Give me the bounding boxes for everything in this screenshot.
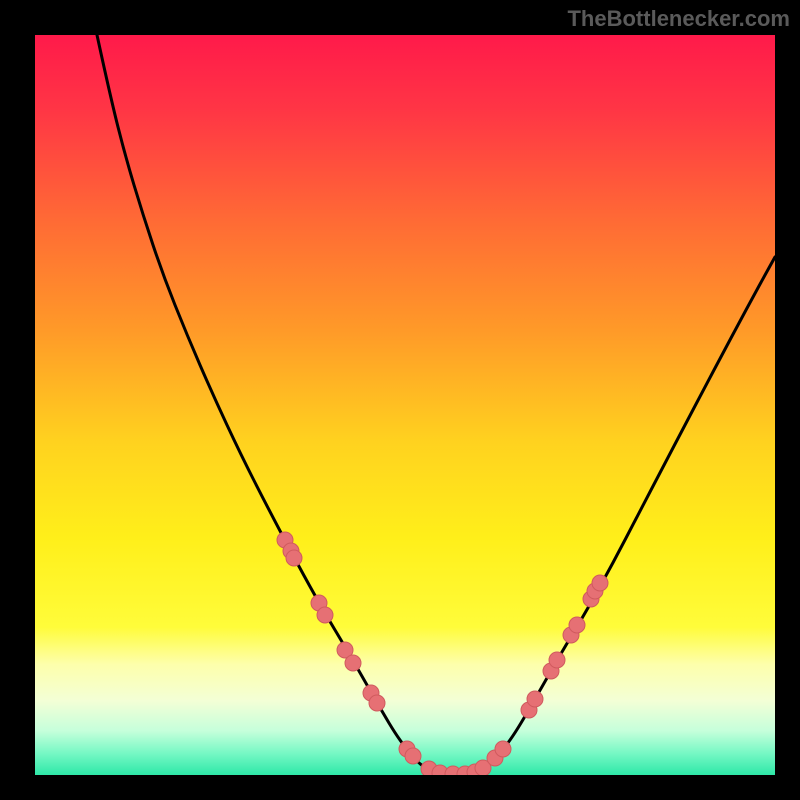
- marker-dot: [345, 655, 361, 671]
- marker-dot: [317, 607, 333, 623]
- plot-area: [35, 35, 775, 775]
- watermark-text: TheBottlenecker.com: [567, 6, 790, 32]
- gradient-background: [35, 35, 775, 775]
- chart-container: TheBottlenecker.com: [0, 0, 800, 800]
- marker-dot: [286, 550, 302, 566]
- marker-dot: [369, 695, 385, 711]
- marker-dot: [592, 575, 608, 591]
- marker-dot: [405, 748, 421, 764]
- plot-svg: [35, 35, 775, 775]
- marker-dot: [569, 617, 585, 633]
- marker-dot: [527, 691, 543, 707]
- marker-dot: [495, 741, 511, 757]
- marker-dot: [549, 652, 565, 668]
